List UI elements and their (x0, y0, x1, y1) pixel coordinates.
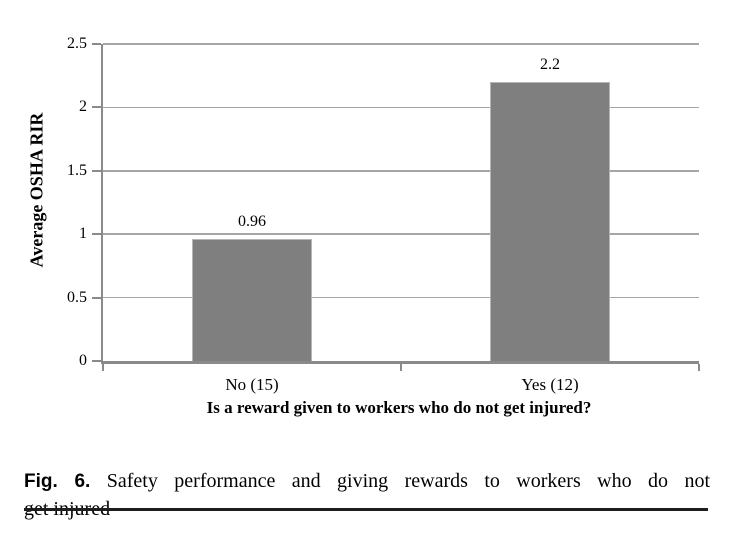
x-axis-tick (400, 364, 402, 371)
y-tick-label: 2.5 (67, 35, 87, 52)
gridline-y-1 (103, 233, 699, 235)
caption-line-1: Fig. 6. Safety performance and giving re… (24, 468, 710, 496)
caption-text: Safety performance and giving rewards to… (106, 470, 710, 492)
x-axis-tick (102, 364, 104, 371)
figure-caption: Fig. 6. Safety performance and giving re… (24, 468, 710, 522)
y-axis-title: Average OSHA RIR (26, 112, 47, 268)
figure-number-label: Fig. 6. (24, 471, 91, 492)
y-tick-label: 2 (79, 98, 87, 116)
x-axis-title: Is a reward given to workers who do not … (206, 398, 592, 417)
x-axis-tick (698, 364, 700, 371)
bar-value-label: 2.2 (540, 56, 560, 74)
y-tick-label: 0 (79, 352, 87, 369)
bar-yes-12 (490, 82, 610, 361)
y-axis-tick (92, 43, 101, 45)
gridline-y-2 (103, 106, 699, 109)
y-tick-label: 1.5 (67, 161, 87, 179)
gridline-y-2.5 (103, 43, 699, 45)
y-axis-tick (92, 169, 101, 172)
y-axis-tick (92, 233, 101, 236)
bar-value-label: 0.96 (238, 213, 266, 231)
x-category-label: No (15) (225, 375, 279, 394)
bar-no-15 (192, 239, 312, 361)
caption-divider-rule (24, 508, 708, 511)
x-category-label: Yes (12) (521, 375, 579, 394)
gridline-y-0.5 (103, 296, 699, 299)
y-axis-tick (92, 360, 101, 362)
y-tick-label: 1 (79, 225, 87, 243)
y-tick-label: 0.5 (67, 288, 87, 306)
gridline-y-1.5 (103, 170, 699, 172)
y-axis-tick (92, 296, 101, 299)
y-axis-tick (92, 106, 101, 109)
plot-area: 0 0.5 1 1.5 2 2.5 0.96 No (15) 2.2 Yes (12) (67, 36, 700, 394)
